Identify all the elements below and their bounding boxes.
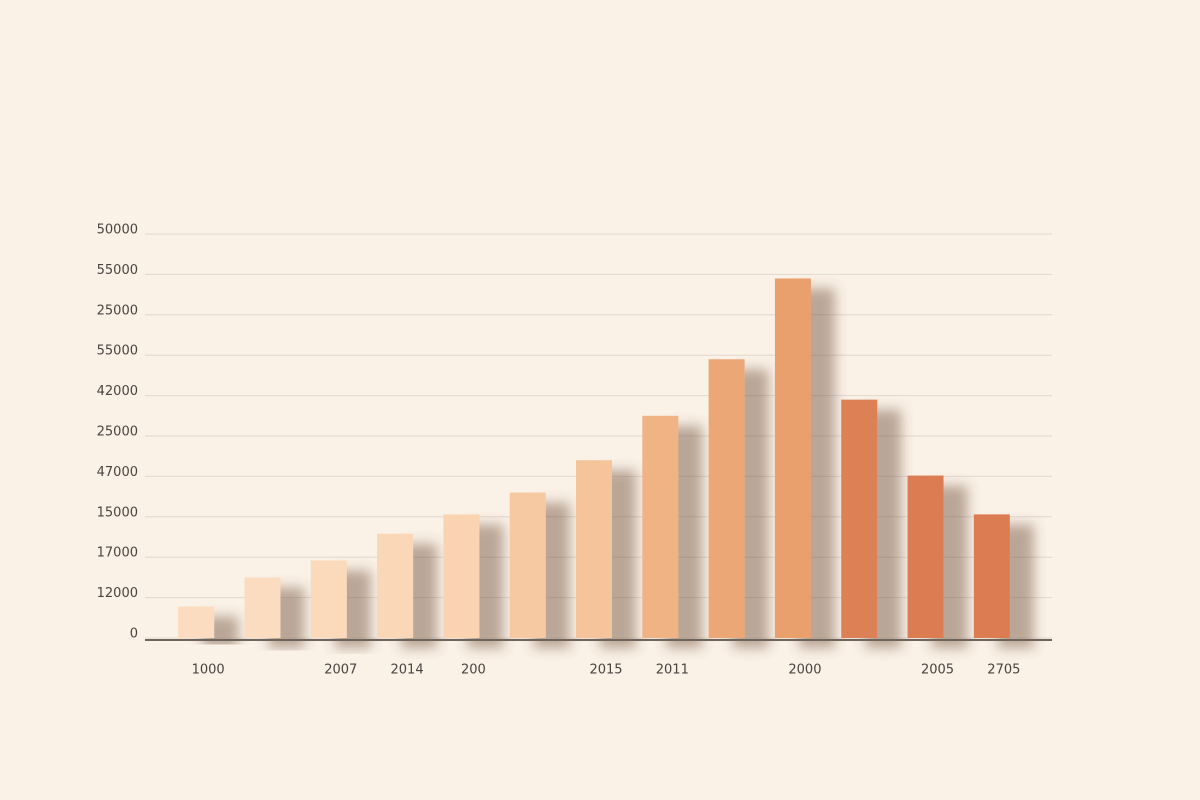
bar xyxy=(576,460,612,638)
y-tick-label: 42000 xyxy=(97,384,138,399)
bar xyxy=(310,560,347,638)
x-tick-label: 2014 xyxy=(391,663,424,678)
x-tick-label: 2005 xyxy=(921,663,954,678)
x-tick-label: 2705 xyxy=(987,663,1020,678)
y-tick-label: 55000 xyxy=(97,344,138,359)
x-tick-label: 2011 xyxy=(656,663,689,678)
y-tick-label: 47000 xyxy=(97,465,138,480)
x-tick-label: 2007 xyxy=(324,663,357,678)
bar xyxy=(244,577,281,638)
bar xyxy=(708,359,745,638)
y-tick-label: 12000 xyxy=(97,586,138,601)
bar xyxy=(907,475,944,638)
bar xyxy=(178,606,215,638)
y-tick-label: 25000 xyxy=(97,425,138,440)
x-tick-label: 1000 xyxy=(192,663,225,678)
bar xyxy=(973,514,1010,638)
x-tick-label: 200 xyxy=(461,663,486,678)
bar xyxy=(443,514,480,638)
bar xyxy=(377,533,414,638)
y-tick-label: 50000 xyxy=(97,223,138,238)
y-tick-label: 55000 xyxy=(97,263,138,278)
y-tick-label: 17000 xyxy=(97,546,138,561)
y-tick-label: 15000 xyxy=(97,505,138,520)
y-tick-label: 25000 xyxy=(97,303,138,318)
y-tick-label: 0 xyxy=(130,627,138,642)
bar xyxy=(841,399,878,638)
bar xyxy=(774,278,811,638)
bar xyxy=(642,415,679,638)
x-tick-label: 2015 xyxy=(589,663,622,678)
x-tick-label: 2000 xyxy=(788,663,821,678)
bar xyxy=(509,492,546,638)
